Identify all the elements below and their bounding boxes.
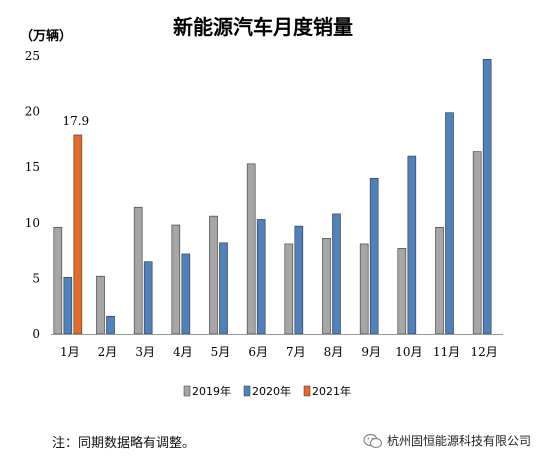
brand: 杭州固恒能源科技有限公司 bbox=[363, 432, 531, 449]
x-tick-label: 12月 bbox=[471, 345, 498, 359]
bar-2020年-3月 bbox=[143, 261, 153, 335]
unit-label: （万辆） bbox=[20, 28, 72, 44]
chart-title: 新能源汽车月度销量 bbox=[173, 15, 353, 39]
bars bbox=[53, 59, 492, 335]
bar-2020年-10月 bbox=[407, 155, 417, 335]
bar-2019年-8月 bbox=[322, 238, 331, 335]
bar-2019年-10月 bbox=[397, 248, 407, 335]
x-tick-label: 1月 bbox=[60, 345, 80, 359]
bar-2020年-5月 bbox=[219, 242, 228, 335]
legend-swatch bbox=[303, 385, 311, 397]
bar-2020年-2月 bbox=[106, 315, 115, 335]
x-tick-label: 5月 bbox=[211, 345, 231, 359]
bar-2019年-4月 bbox=[171, 224, 181, 335]
legend: 2019年 2020年 2021年 bbox=[183, 384, 351, 398]
bar-2019年-5月 bbox=[209, 215, 218, 335]
y-tick-label: 25 bbox=[25, 49, 40, 63]
x-tick-label: 8月 bbox=[324, 345, 344, 359]
bar-2019年-3月 bbox=[133, 206, 143, 335]
wechat-icon bbox=[363, 433, 383, 448]
bar-2020年-7月 bbox=[294, 225, 304, 335]
x-tick-label: 11月 bbox=[433, 345, 460, 359]
legend-label: 2021年 bbox=[312, 384, 351, 398]
y-tick-label: 15 bbox=[25, 160, 40, 174]
bar-2020年-12月 bbox=[482, 59, 492, 335]
bar-2020年-9月 bbox=[369, 178, 379, 335]
brand-name: 杭州固恒能源科技有限公司 bbox=[386, 434, 531, 448]
x-tick-label: 4月 bbox=[173, 345, 193, 359]
bar-2021年-1月 bbox=[73, 134, 83, 335]
y-tick-label: 20 bbox=[25, 105, 40, 119]
y-tick-label: 0 bbox=[32, 327, 40, 341]
x-tick-label: 3月 bbox=[135, 345, 155, 359]
bar-2020年-8月 bbox=[332, 213, 341, 335]
bar-2019年-11月 bbox=[435, 226, 444, 335]
legend-label: 2019年 bbox=[192, 384, 231, 398]
y-tick-label: 5 bbox=[32, 271, 40, 285]
bar-2020年-1月 bbox=[63, 276, 73, 335]
bar-2019年-6月 bbox=[246, 163, 256, 335]
x-tick-label: 2月 bbox=[98, 345, 118, 359]
data-labels: 17.9 bbox=[62, 114, 89, 128]
x-tick-label: 7月 bbox=[286, 345, 306, 359]
bar-2019年-7月 bbox=[284, 243, 294, 335]
footnote: 注：同期数据略有调整。 bbox=[52, 436, 196, 451]
y-axis: 0 5 10 15 20 25 bbox=[25, 49, 40, 341]
x-tick-label: 10月 bbox=[395, 345, 422, 359]
bar-2020年-11月 bbox=[445, 112, 454, 335]
bar-2019年-1月 bbox=[53, 226, 63, 335]
x-tick-label: 9月 bbox=[361, 345, 381, 359]
x-tick-label: 6月 bbox=[248, 345, 268, 359]
legend-label: 2020年 bbox=[252, 384, 291, 398]
bar-2019年-2月 bbox=[96, 275, 105, 335]
legend-swatch bbox=[243, 385, 251, 397]
x-axis: 1月 2月 3月 4月 5月 6月 7月 8月 9月 10月 11月 12月 bbox=[51, 334, 503, 359]
legend-swatch bbox=[183, 385, 191, 397]
bar-2020年-4月 bbox=[181, 253, 191, 335]
data-label: 17.9 bbox=[62, 114, 89, 128]
bar-2020年-6月 bbox=[256, 219, 266, 335]
bar-2019年-12月 bbox=[472, 151, 482, 335]
y-tick-label: 10 bbox=[25, 216, 40, 230]
bar-2019年-9月 bbox=[359, 243, 369, 335]
